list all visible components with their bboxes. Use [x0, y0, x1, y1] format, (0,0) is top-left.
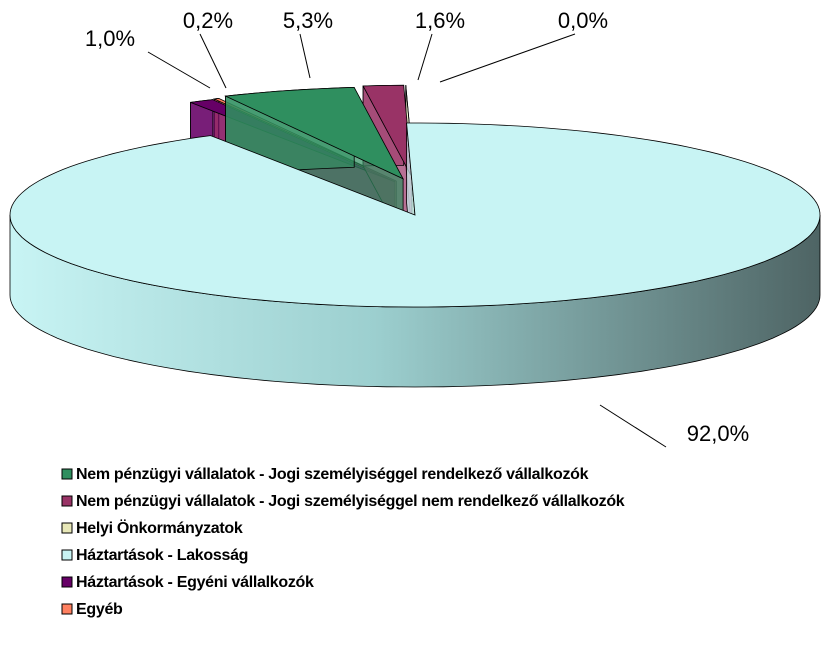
- legend-label: Helyi Önkormányzatok: [76, 518, 243, 537]
- data-label: 1,6%: [415, 8, 465, 33]
- slice: [9, 122, 821, 388]
- data-label: 92,0%: [687, 421, 749, 446]
- leader-line: [299, 33, 311, 79]
- legend-swatch: [61, 468, 73, 480]
- leader-line: [417, 33, 433, 81]
- leader-line: [199, 33, 227, 89]
- legend-swatch: [61, 495, 73, 507]
- legend-label: Nem pénzügyi vállalatok - Jogi személyis…: [76, 493, 625, 510]
- legend-swatch: [61, 576, 73, 588]
- data-label: 0,0%: [558, 8, 608, 33]
- legend-swatch: [61, 603, 73, 615]
- data-label: 5,3%: [283, 8, 333, 33]
- leader-line: [439, 33, 576, 83]
- legend-label: Háztartások - Egyéni vállalkozók: [76, 574, 314, 591]
- slice-top: [9, 122, 821, 308]
- legend-label: Egyéb: [76, 601, 123, 618]
- leader-line: [147, 51, 211, 89]
- data-label: 1,0%: [85, 26, 135, 51]
- legend-label: Nem pénzügyi vállalatok - Jogi személyis…: [76, 466, 589, 483]
- slice-top: [224, 86, 405, 180]
- leader-line: [599, 404, 667, 448]
- data-label: 0,2%: [183, 8, 233, 33]
- legend-label: Háztartások - Lakosság: [76, 547, 248, 564]
- legend-swatch: [61, 522, 73, 534]
- slice-top: [362, 84, 413, 178]
- legend-swatch: [61, 549, 73, 561]
